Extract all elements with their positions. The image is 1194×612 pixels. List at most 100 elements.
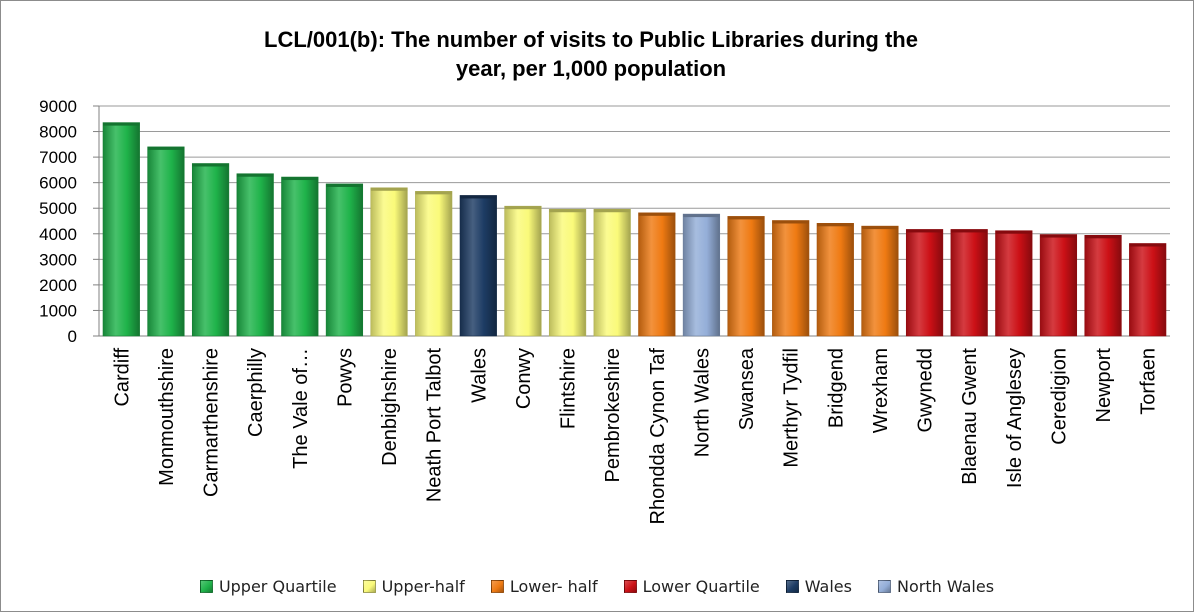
y-tick-label: 9000 (39, 97, 77, 116)
bar (370, 187, 408, 337)
bar-rect (325, 183, 364, 337)
bar-top (772, 220, 809, 224)
bar-rect (1084, 235, 1122, 337)
category-label: Pembrokeshire (602, 348, 624, 483)
bar (816, 223, 854, 337)
category-label: Isle of Anglesey (1004, 348, 1026, 488)
bar-rect (102, 122, 140, 337)
bar-top (504, 206, 542, 210)
legend: Upper Quartile Upper-half Lower- half Lower… (0, 577, 1194, 596)
bar-rect (950, 229, 988, 337)
bar-rect (370, 187, 408, 337)
bar-rect (415, 191, 453, 337)
bar-top (236, 173, 274, 177)
bar (727, 216, 765, 337)
bar (236, 173, 274, 337)
category-label: Blaenau Gwent (959, 348, 981, 485)
legend-swatch (785, 580, 799, 593)
bar-rect (727, 216, 765, 337)
bar-rect (236, 173, 274, 337)
bar (905, 229, 944, 337)
bar-top (370, 187, 408, 191)
bar-top (415, 191, 452, 195)
category-labels: Cardiff Monmouthshire Carmarthenshire Caerp… (111, 347, 1159, 524)
bar (147, 146, 185, 337)
bar-top (1040, 234, 1077, 238)
bar-rect (905, 229, 944, 337)
legend-label: Lower Quartile (642, 577, 760, 596)
bar-rect (548, 208, 587, 337)
bar-rect (816, 223, 854, 337)
bar-rect (593, 208, 631, 337)
legend-item: Wales (785, 577, 852, 596)
bar-top (326, 183, 363, 187)
bar (950, 229, 988, 337)
bar-top (593, 209, 631, 213)
bar-rect (281, 176, 319, 337)
bar (1084, 235, 1122, 337)
bar (459, 195, 497, 337)
bar-top (1129, 243, 1166, 247)
legend-item: Lower Quartile (623, 577, 760, 596)
legend-item: Upper Quartile (199, 577, 337, 596)
chart-title: LCL/001(b): The number of visits to Publ… (1, 25, 1181, 83)
y-tick-label: 5000 (39, 199, 77, 218)
bar-top (460, 195, 497, 199)
bar (1129, 243, 1167, 337)
category-label: Powys (334, 348, 356, 407)
bar-rect (638, 212, 676, 337)
category-label: Wales (468, 348, 490, 403)
bar (191, 163, 230, 337)
bar-top (192, 163, 229, 167)
bar-top (549, 209, 586, 213)
category-label: Swansea (736, 347, 758, 430)
category-label: Conwy (513, 348, 535, 409)
bar-top (683, 214, 720, 218)
category-label: Cardiff (111, 348, 133, 407)
chart-title-line-1: LCL/001(b): The number of visits to Publ… (264, 27, 918, 52)
legend-item: Lower- half (490, 577, 598, 596)
category-label: Monmouthshire (156, 348, 178, 486)
legend-label: Lower- half (509, 577, 598, 596)
axes: 0 1000 2000 3000 4000 5000 6000 7000 8000 9000 (39, 97, 1170, 346)
legend-label: Wales (804, 577, 852, 596)
bar-rect (995, 230, 1033, 337)
chart-title-line-2: year, per 1,000 population (455, 56, 727, 81)
bar-rect (504, 205, 542, 337)
bar-rect (682, 213, 721, 337)
bar (638, 212, 676, 337)
category-label: Neath Port Talbot (424, 348, 446, 503)
bar (102, 122, 140, 337)
category-label: Torfaen (1138, 348, 1160, 415)
category-label: Rhondda Cynon Taf (647, 348, 669, 525)
bar-top (727, 216, 765, 220)
category-label: Flintshire (558, 348, 580, 429)
category-label: Newport (1093, 348, 1115, 423)
bars (102, 122, 1167, 337)
bar (548, 208, 587, 337)
category-label: Caerphilly (245, 348, 267, 437)
bar-top (281, 177, 319, 181)
bar (1039, 234, 1078, 337)
bar (995, 230, 1033, 337)
bar-top (1084, 235, 1122, 239)
bar-top (817, 223, 854, 227)
legend-swatch (490, 580, 504, 593)
bar-top (950, 229, 988, 233)
legend-label: North Wales (896, 577, 995, 596)
category-label: Bridgend (825, 348, 847, 428)
bar-top (103, 122, 140, 126)
category-label: Merthyr Tydfil (781, 348, 803, 468)
bar (504, 205, 542, 337)
category-label: North Wales (691, 348, 713, 457)
y-tick-label: 4000 (39, 225, 77, 244)
legend-item: North Wales (877, 577, 995, 596)
bar-top (147, 146, 185, 150)
bar (415, 191, 453, 337)
y-tick-label: 7000 (39, 148, 77, 167)
bar-top (861, 226, 899, 230)
category-label: Wrexham (870, 348, 892, 433)
bar-rect (459, 195, 497, 337)
bar (772, 220, 810, 337)
